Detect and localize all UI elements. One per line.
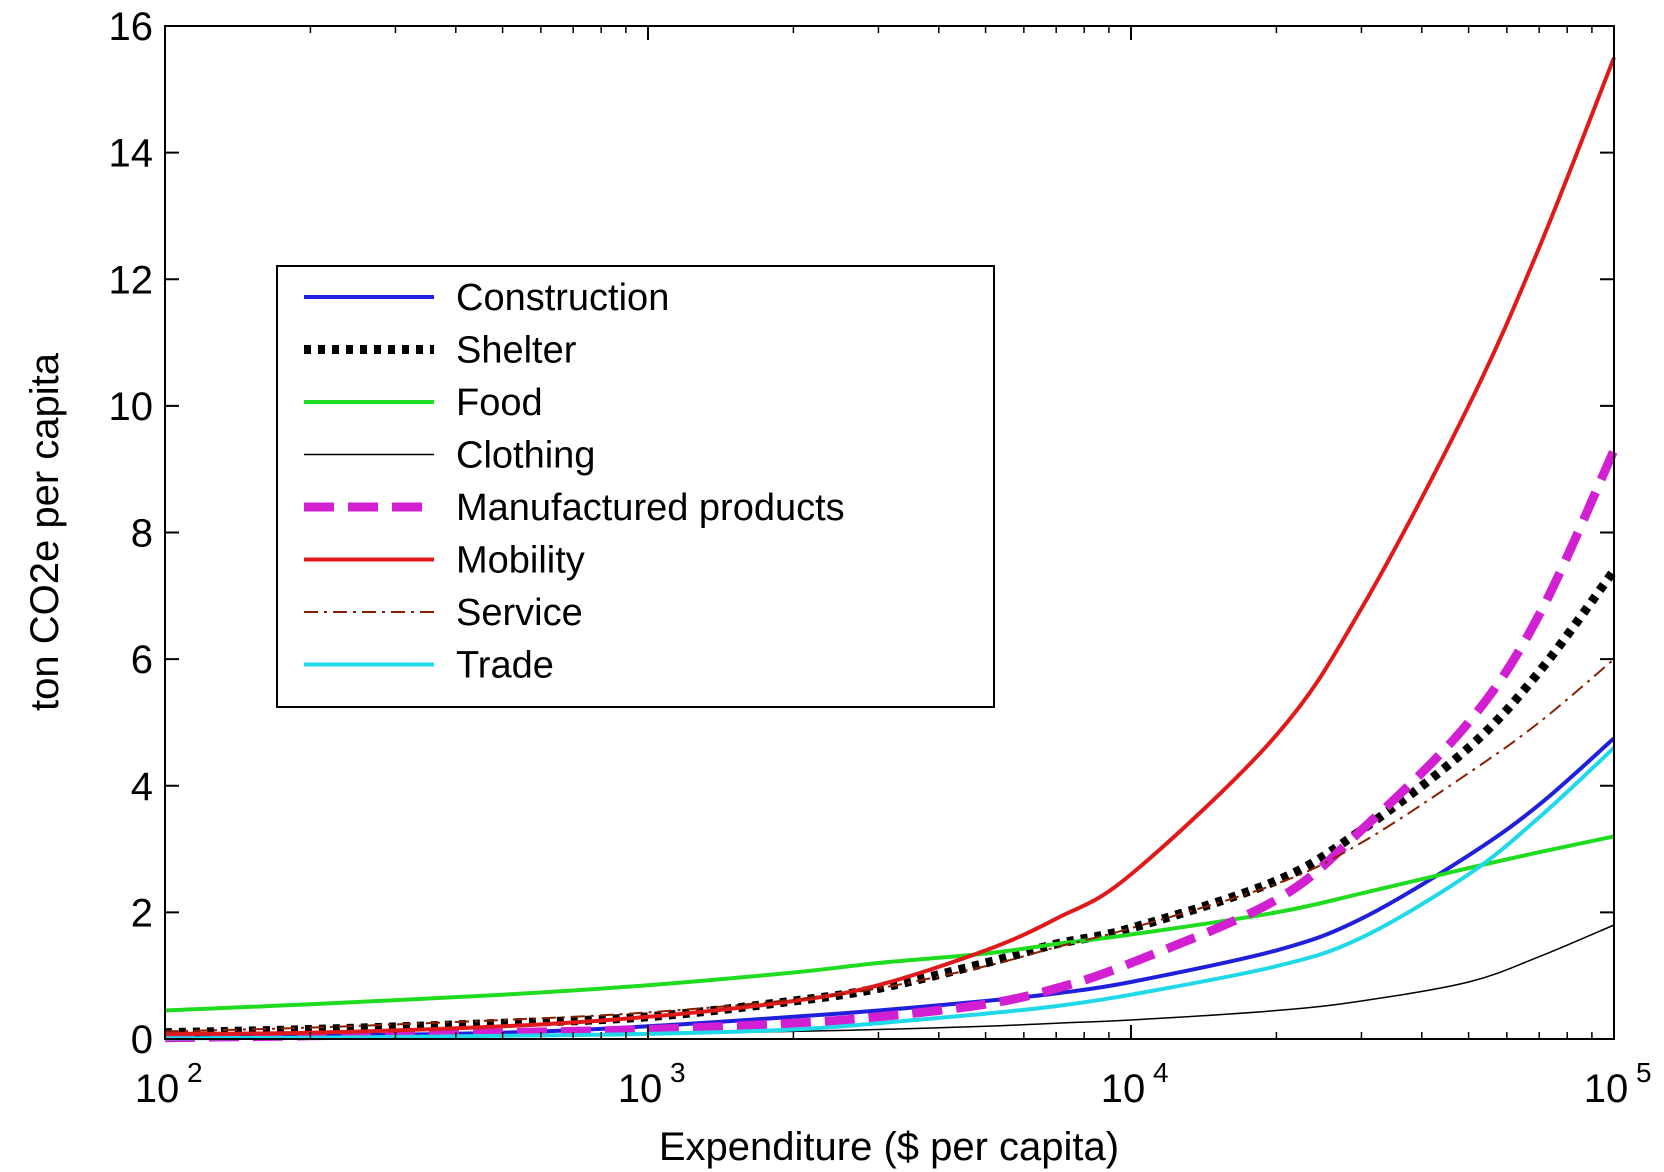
legend-label: Food [456, 382, 543, 424]
y-tick-label: 2 [131, 891, 153, 935]
series-line-shelter [164, 567, 1618, 1038]
series-line-service [164, 658, 1615, 1033]
y-tick-label: 12 [109, 258, 154, 302]
y-tick-label: 4 [131, 765, 153, 809]
legend-label: Service [456, 592, 583, 634]
series-line-food [164, 834, 1615, 1013]
series-line-construction [164, 736, 1616, 1040]
x-tick-label: 10 [1584, 1067, 1629, 1111]
legend-label: Construction [456, 277, 669, 319]
y-axis-title: ton CO2e per capita [23, 352, 67, 711]
y-tick-label: 0 [131, 1018, 153, 1062]
series-line-trade [164, 746, 1616, 1041]
x-axis-tick-labels: 10 2 10 3 10 4 10 5 [135, 1057, 1652, 1111]
x-tick-label-exponent: 5 [1636, 1057, 1652, 1088]
legend-label: Mobility [456, 540, 585, 582]
legend-label: Shelter [456, 330, 577, 372]
legend-label: Trade [456, 645, 554, 687]
x-axis-title: Expenditure ($ per capita) [659, 1125, 1119, 1169]
y-axis-tick-labels: 0 2 4 6 8 10 12 14 16 [109, 5, 154, 1062]
x-tick-label-exponent: 4 [1153, 1057, 1169, 1088]
legend: Construction Shelter Food Clothing Manufactu… [276, 265, 995, 708]
y-tick-label: 10 [109, 385, 154, 429]
legend-label: Manufactured products [456, 487, 845, 529]
legend-label: Clothing [456, 435, 595, 477]
y-tick-label: 8 [131, 512, 153, 556]
x-tick-label: 10 [1101, 1067, 1146, 1111]
x-tick-label: 10 [135, 1067, 180, 1111]
axis-ticks [164, 25, 1615, 1040]
y-tick-label: 14 [109, 132, 154, 176]
series-line-mobility [164, 56, 1616, 1036]
y-tick-label: 6 [131, 638, 153, 682]
x-tick-label: 10 [618, 1067, 663, 1111]
y-tick-label: 16 [109, 5, 154, 49]
legend-box [276, 265, 995, 708]
x-tick-label-exponent: 2 [187, 1057, 203, 1088]
x-tick-label-exponent: 3 [670, 1057, 686, 1088]
